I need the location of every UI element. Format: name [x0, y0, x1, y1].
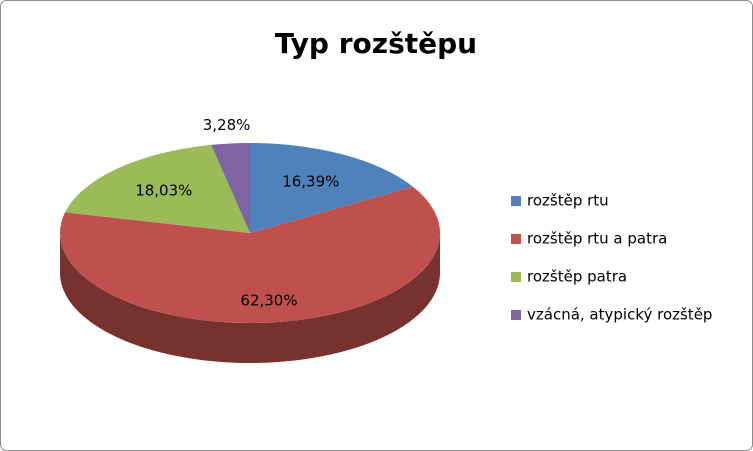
- legend-label: vzácná, atypický rozštěp: [527, 306, 712, 324]
- legend-swatch: [511, 272, 521, 282]
- legend-swatch: [511, 234, 521, 244]
- legend-label: rozštěp rtu a patra: [527, 230, 667, 248]
- chart-title: Typ rozštěpu: [275, 27, 477, 60]
- slice: [65, 144, 250, 233]
- slice-side: [60, 233, 440, 363]
- legend-swatch: [511, 196, 521, 206]
- legend-label: rozštěp rtu: [527, 192, 609, 210]
- data-label: 3,28%: [203, 116, 251, 134]
- legend: rozštěp rtu rozštěp rtu a patra rozštěp pa…: [511, 192, 712, 324]
- slice: [250, 143, 413, 233]
- data-label: 62,30%: [240, 291, 297, 309]
- pie: 16,39% 62,30% 18,03% 3,28%: [59, 116, 440, 363]
- legend-swatch: [511, 310, 521, 320]
- slice: [211, 143, 250, 233]
- slice: [59, 186, 440, 323]
- data-label: 18,03%: [135, 182, 192, 200]
- data-label: 16,39%: [282, 173, 339, 191]
- legend-label: rozštěp patra: [527, 268, 627, 286]
